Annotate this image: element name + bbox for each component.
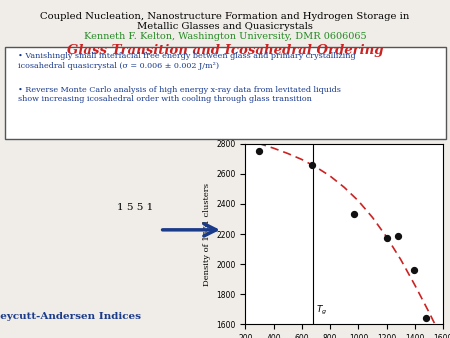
Text: Metallic Glasses and Quasicrystals: Metallic Glasses and Quasicrystals xyxy=(137,22,313,31)
Y-axis label: Density of 1551 clusters: Density of 1551 clusters xyxy=(202,183,211,286)
Point xyxy=(256,148,263,154)
Text: $T_g$: $T_g$ xyxy=(316,304,327,317)
Point xyxy=(423,316,430,321)
Text: 1 5 5 1: 1 5 5 1 xyxy=(117,203,153,212)
Text: • Vanishingly small interfacial free energy between glass and primary crystalliz: • Vanishingly small interfacial free ene… xyxy=(18,52,356,70)
Text: Honeycutt-Andersen Indices: Honeycutt-Andersen Indices xyxy=(0,312,141,321)
Text: • Reverse Monte Carlo analysis of high energy x-ray data from levitated liquids
: • Reverse Monte Carlo analysis of high e… xyxy=(18,86,341,103)
Point xyxy=(383,235,390,241)
Text: Coupled Nucleation, Nanostructure Formation and Hydrogen Storage in: Coupled Nucleation, Nanostructure Format… xyxy=(40,12,410,21)
Point xyxy=(351,212,358,217)
Point xyxy=(308,162,315,167)
Text: Kenneth F. Kelton, Washington University, DMR 0606065: Kenneth F. Kelton, Washington University… xyxy=(84,32,366,41)
Point xyxy=(394,233,401,238)
Text: Glass Transition and Icosahedral Ordering: Glass Transition and Icosahedral Orderin… xyxy=(67,44,383,57)
Point xyxy=(410,268,417,273)
